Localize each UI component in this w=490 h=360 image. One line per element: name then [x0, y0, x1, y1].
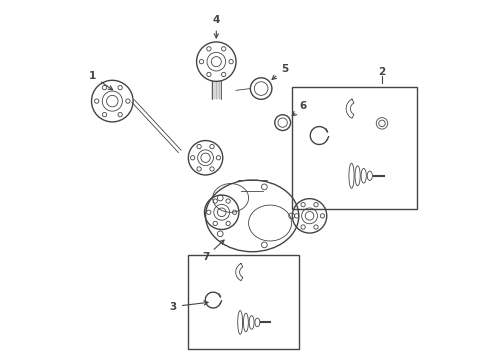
Text: 2: 2 — [378, 67, 386, 77]
Bar — [188, 255, 299, 348]
Text: 7: 7 — [202, 240, 224, 262]
Text: 1: 1 — [89, 71, 113, 90]
Text: 5: 5 — [272, 64, 288, 80]
Text: 4: 4 — [213, 15, 220, 38]
Text: 3: 3 — [170, 301, 208, 312]
Bar — [292, 87, 417, 209]
Text: 6: 6 — [292, 102, 307, 116]
